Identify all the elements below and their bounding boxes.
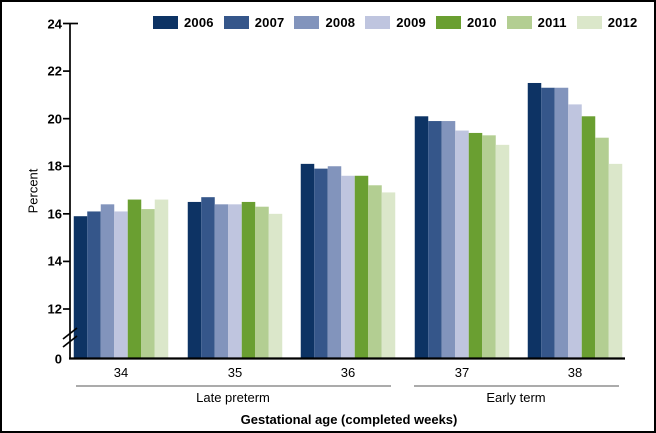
legend-label-2007: 2007 xyxy=(254,15,285,30)
bar-2006-wk36 xyxy=(300,163,315,360)
legend-item-2006: 2006 xyxy=(153,16,214,29)
bar-2010-wk38 xyxy=(581,116,596,360)
bar-2011-wk36 xyxy=(368,185,382,360)
legend-label-2009: 2009 xyxy=(396,15,426,30)
bar-2008-wk34 xyxy=(100,204,115,360)
legend-label-2008: 2008 xyxy=(325,15,356,30)
bar-2008-wk36 xyxy=(327,166,342,360)
bar-2009-wk34 xyxy=(114,211,128,360)
bar-2012-wk37 xyxy=(495,144,510,360)
legend-swatch-2011 xyxy=(506,16,532,29)
y-tick-label-12: 12 xyxy=(47,301,62,317)
y-tick-label-16: 16 xyxy=(47,206,62,222)
y-tick-label-22: 22 xyxy=(47,63,62,79)
bar-2012-wk38 xyxy=(608,163,623,360)
bar-2007-wk35 xyxy=(201,197,215,360)
legend-swatch-2006 xyxy=(153,16,178,29)
x-tick-label-34: 34 xyxy=(113,365,129,380)
y-tick-label-14: 14 xyxy=(47,253,62,269)
bar-2006-wk37 xyxy=(414,116,429,360)
legend-swatch-2007 xyxy=(223,16,249,29)
bar-2008-wk37 xyxy=(441,121,456,360)
bar-2007-wk36 xyxy=(314,168,328,360)
legend-item-2012: 2012 xyxy=(576,15,638,30)
bar-2010-wk35 xyxy=(241,201,256,360)
bar-2009-wk36 xyxy=(341,175,355,360)
legend-item-2007: 2007 xyxy=(223,15,285,30)
y-tick-label-24: 24 xyxy=(47,16,62,31)
legend-item-2008: 2008 xyxy=(294,16,355,29)
x-tick-label-37: 37 xyxy=(454,365,470,380)
legend-swatch-2009 xyxy=(365,16,391,29)
bar-2011-wk37 xyxy=(482,135,496,360)
bar-2010-wk37 xyxy=(468,132,483,360)
y-tick-label-20: 20 xyxy=(47,111,62,127)
legend-swatch-2008 xyxy=(294,16,320,29)
bar-2012-wk36 xyxy=(381,192,396,360)
group-label-early-term: Early term xyxy=(486,390,546,405)
bar-2007-wk38 xyxy=(541,87,555,360)
legend-item-2010: 2010 xyxy=(435,15,497,30)
bar-2008-wk38 xyxy=(554,87,569,360)
bar-2010-wk34 xyxy=(127,199,142,360)
axis-break-slash-2 xyxy=(62,335,78,348)
bar-2006-wk38 xyxy=(527,82,542,360)
bar-2012-wk35 xyxy=(268,213,283,360)
legend-label-2011: 2011 xyxy=(537,15,567,30)
bar-2011-wk34 xyxy=(141,209,155,360)
bar-2006-wk34 xyxy=(73,216,88,360)
bar-2009-wk35 xyxy=(228,204,242,360)
legend-swatch-2010 xyxy=(435,16,461,29)
y-tick-label-0: 0 xyxy=(54,351,62,366)
x-tick-label-35: 35 xyxy=(227,365,243,380)
bar-2012-wk34 xyxy=(154,199,169,360)
x-tick-label-38: 38 xyxy=(567,365,583,380)
group-label-late-preterm: Late preterm xyxy=(196,390,270,405)
chart-legend: 2006 2007 2008 2009 2010 2011 2012 xyxy=(153,16,647,29)
bar-2009-wk37 xyxy=(455,130,469,360)
legend-item-2011: 2011 xyxy=(506,15,567,30)
legend-label-2010: 2010 xyxy=(466,15,497,30)
legend-item-2009: 2009 xyxy=(365,16,426,29)
x-tick-label-36: 36 xyxy=(340,365,356,380)
legend-swatch-2012 xyxy=(576,16,602,29)
bar-2009-wk38 xyxy=(568,104,582,360)
axis-break-slash-1 xyxy=(62,327,78,340)
bar-2006-wk35 xyxy=(187,201,202,360)
bar-2011-wk38 xyxy=(595,137,609,360)
y-tick-label-18: 18 xyxy=(47,158,62,174)
x-axis-title: Gestational age (completed weeks) xyxy=(240,412,458,427)
legend-label-2006: 2006 xyxy=(184,15,214,30)
bar-2011-wk35 xyxy=(255,206,269,360)
bar-2007-wk37 xyxy=(428,121,442,360)
bar-2008-wk35 xyxy=(214,204,229,360)
legend-label-2012: 2012 xyxy=(607,15,638,30)
bar-2007-wk34 xyxy=(87,211,101,360)
bar-2010-wk36 xyxy=(354,175,369,360)
